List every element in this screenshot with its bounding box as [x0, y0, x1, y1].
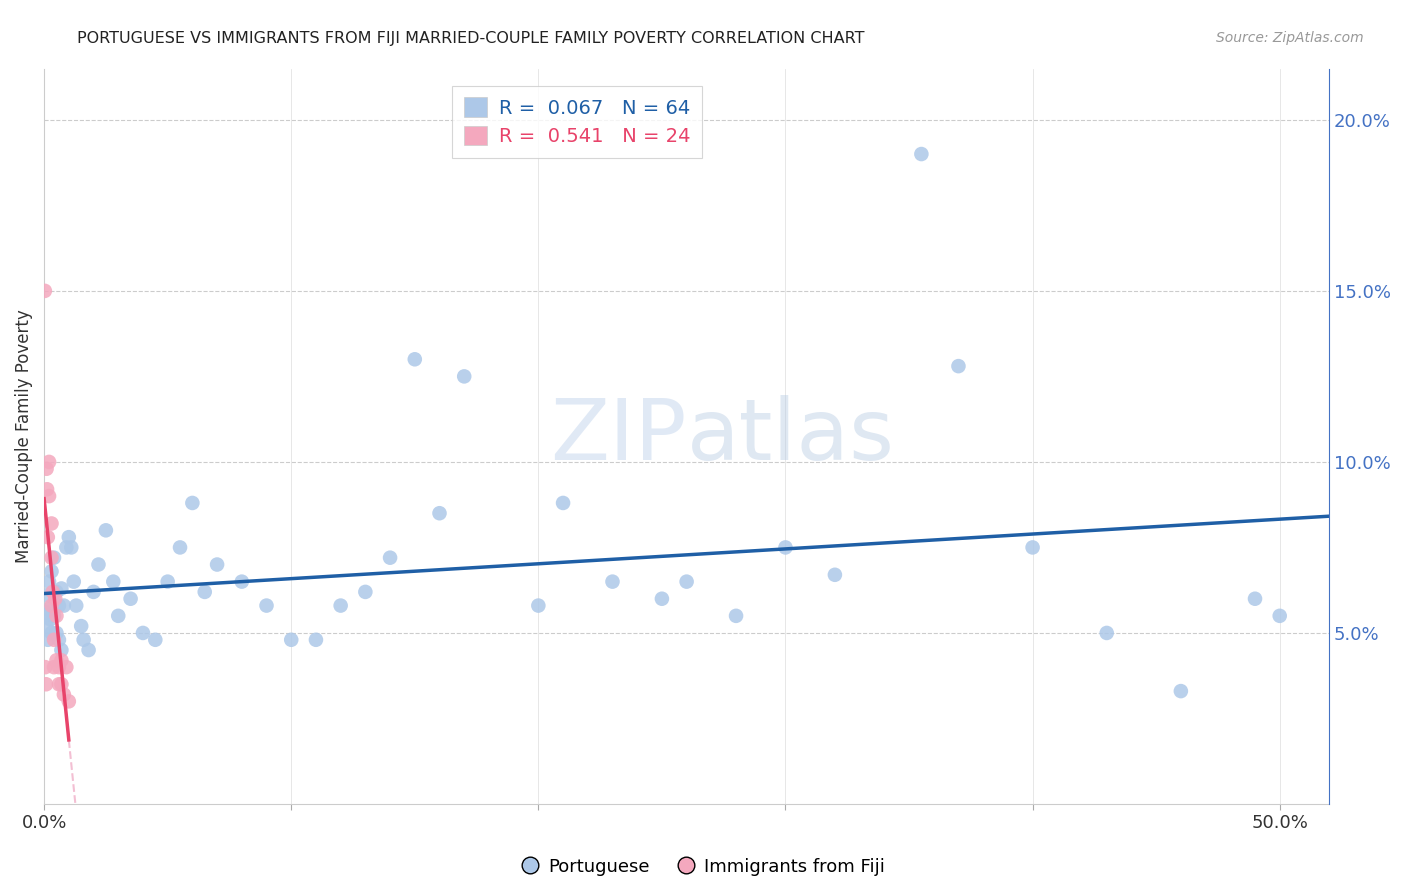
Point	[41, 565, 63, 579]
Point	[51, 677, 73, 691]
Point	[404, 352, 426, 367]
Point	[169, 541, 191, 555]
Point	[329, 599, 352, 613]
Point	[48, 677, 70, 691]
Point	[910, 147, 932, 161]
Point	[45, 585, 67, 599]
Point	[94, 524, 117, 538]
Point	[453, 369, 475, 384]
Point	[35, 462, 58, 476]
Point	[35, 483, 58, 497]
Point	[42, 608, 65, 623]
Point	[1244, 591, 1267, 606]
Point	[55, 541, 77, 555]
Point	[675, 574, 697, 589]
Point	[45, 608, 67, 623]
Point	[39, 612, 62, 626]
Point	[41, 626, 63, 640]
Point	[775, 541, 797, 555]
Point	[52, 688, 75, 702]
Point	[62, 574, 84, 589]
Point	[378, 550, 401, 565]
Point	[38, 602, 60, 616]
Point	[205, 558, 228, 572]
Point	[38, 455, 60, 469]
Point	[58, 530, 80, 544]
Point	[280, 632, 302, 647]
Point	[651, 591, 673, 606]
Point	[354, 585, 377, 599]
Point	[527, 599, 550, 613]
Point	[72, 632, 94, 647]
Point	[1095, 626, 1118, 640]
Point	[52, 599, 75, 613]
Point	[51, 643, 73, 657]
Legend: Portuguese, Immigrants from Fiji: Portuguese, Immigrants from Fiji	[515, 850, 891, 883]
Text: PORTUGUESE VS IMMIGRANTS FROM FIJI MARRIED-COUPLE FAMILY POVERTY CORRELATION CHA: PORTUGUESE VS IMMIGRANTS FROM FIJI MARRI…	[77, 31, 865, 46]
Point	[38, 489, 60, 503]
Point	[132, 626, 155, 640]
Point	[35, 677, 58, 691]
Point	[42, 550, 65, 565]
Point	[51, 653, 73, 667]
Point	[41, 599, 63, 613]
Point	[41, 550, 63, 565]
Point	[120, 591, 142, 606]
Point	[70, 619, 93, 633]
Point	[77, 643, 100, 657]
Text: atlas: atlas	[686, 395, 894, 478]
Point	[48, 660, 70, 674]
Point	[35, 588, 58, 602]
Point	[34, 284, 56, 298]
Point	[34, 660, 56, 674]
Point	[48, 599, 70, 613]
Point	[34, 606, 56, 620]
Point	[42, 585, 65, 599]
Point	[143, 632, 166, 647]
Point	[60, 541, 83, 555]
Point	[194, 585, 217, 599]
Point	[42, 660, 65, 674]
Point	[41, 516, 63, 531]
Point	[37, 632, 59, 647]
Point	[948, 359, 970, 373]
Point	[58, 694, 80, 708]
Point	[107, 608, 129, 623]
Point	[256, 599, 278, 613]
Point	[181, 496, 204, 510]
Legend: R =  0.067   N = 64, R =  0.541   N = 24: R = 0.067 N = 64, R = 0.541 N = 24	[453, 86, 703, 158]
Point	[65, 599, 87, 613]
Point	[429, 506, 451, 520]
Point	[103, 574, 125, 589]
Y-axis label: Married-Couple Family Poverty: Married-Couple Family Poverty	[15, 310, 32, 563]
Point	[37, 530, 59, 544]
Point	[51, 582, 73, 596]
Point	[45, 653, 67, 667]
Point	[83, 585, 105, 599]
Point	[87, 558, 110, 572]
Point	[38, 574, 60, 589]
Point	[35, 619, 58, 633]
Point	[305, 632, 328, 647]
Text: Source: ZipAtlas.com: Source: ZipAtlas.com	[1216, 31, 1364, 45]
Point	[824, 567, 846, 582]
Point	[231, 574, 253, 589]
Text: ZIP: ZIP	[550, 395, 686, 478]
Point	[725, 608, 748, 623]
Point	[55, 660, 77, 674]
Point	[48, 632, 70, 647]
Point	[1021, 541, 1043, 555]
Point	[551, 496, 574, 510]
Point	[45, 626, 67, 640]
Point	[1170, 684, 1192, 698]
Point	[156, 574, 179, 589]
Point	[44, 591, 66, 606]
Point	[42, 632, 65, 647]
Point	[602, 574, 624, 589]
Point	[1268, 608, 1291, 623]
